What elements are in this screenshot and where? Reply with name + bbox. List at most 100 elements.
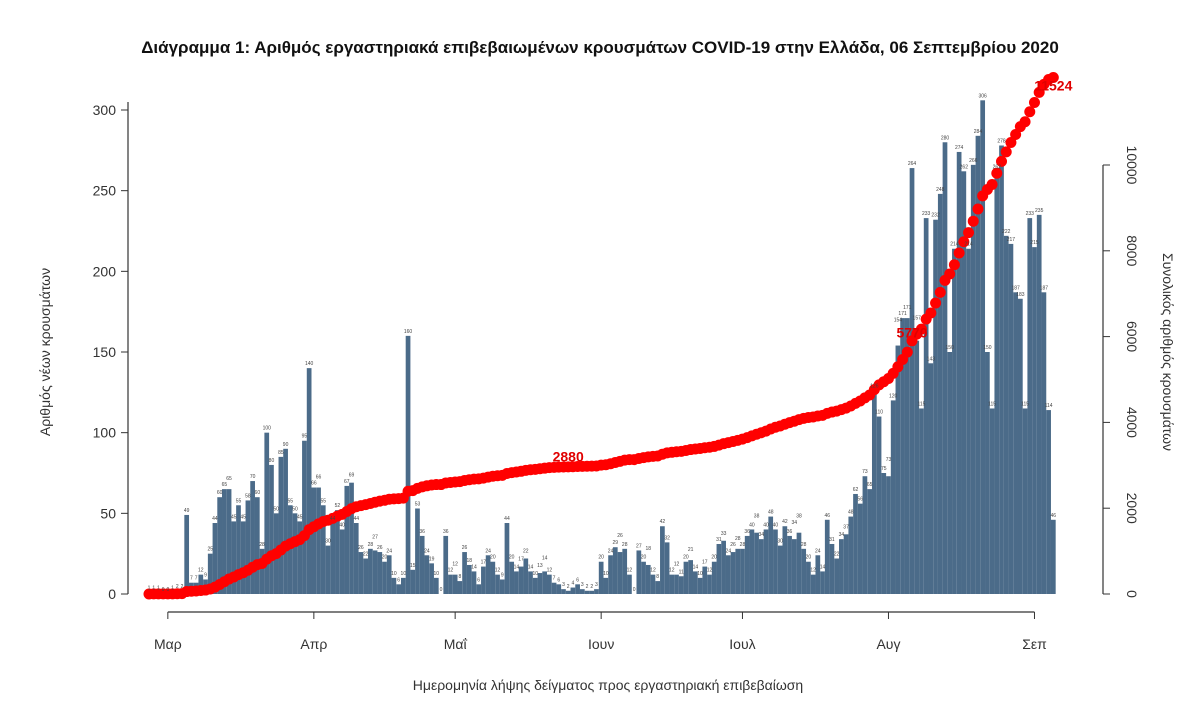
bar	[551, 582, 557, 594]
bar-value-label: 18	[645, 546, 651, 552]
bar-value-label: 115	[917, 401, 925, 407]
bar	[292, 513, 298, 594]
bar	[669, 574, 675, 594]
bar-value-label: 38	[754, 514, 760, 520]
bar-value-label: 235	[1035, 208, 1044, 214]
bar-value-label: 36	[443, 529, 449, 535]
bar	[862, 476, 868, 594]
bar	[565, 590, 571, 594]
bar	[867, 489, 872, 594]
bar	[363, 558, 369, 594]
bar	[419, 535, 425, 594]
bar-value-label: 278	[997, 138, 1006, 144]
bar-value-label: 42	[782, 519, 788, 525]
bar-value-label: 62	[853, 487, 859, 493]
cumulative-point	[996, 155, 1008, 167]
cumulative-point	[930, 297, 942, 309]
bar	[490, 561, 496, 594]
bar	[777, 545, 783, 594]
bar	[240, 521, 246, 594]
bar	[933, 219, 938, 594]
bar-value-label: 28	[740, 542, 746, 548]
bar	[768, 516, 774, 594]
bar	[956, 151, 962, 595]
bar	[622, 548, 628, 594]
bar	[391, 577, 397, 594]
bar	[556, 584, 562, 594]
bar	[297, 521, 303, 594]
bar-value-label: 40	[773, 522, 779, 528]
bar-value-label: 48	[848, 510, 854, 516]
bar-value-label: 85	[278, 450, 284, 456]
bar	[848, 516, 854, 594]
bar	[485, 555, 491, 594]
bar-value-label: 44	[212, 516, 218, 522]
bar-value-label: 22	[363, 552, 369, 558]
bar-value-label: 20	[509, 555, 515, 561]
bar-value-label: 60	[217, 490, 223, 496]
annotations-layer: 2880 5770 11524	[553, 78, 1073, 465]
bar	[683, 561, 689, 594]
bar-value-label: 233	[922, 211, 931, 217]
bar-value-label: 284	[974, 129, 983, 135]
bar	[693, 571, 698, 594]
bar	[405, 335, 411, 594]
bar-value-label: 266	[969, 158, 978, 164]
bar	[452, 574, 458, 594]
bar	[316, 487, 321, 594]
bar-value-label: 80	[269, 458, 275, 464]
bar-value-label: 65	[222, 482, 228, 488]
bar-value-label: 233	[1026, 211, 1035, 217]
bar	[876, 416, 882, 594]
bar	[1013, 292, 1018, 594]
bar-value-label: 11	[679, 569, 684, 575]
bar-value-label: 32	[664, 535, 670, 541]
bar-value-label: 24	[608, 548, 614, 554]
bar	[575, 584, 580, 594]
bar-value-label: 27	[372, 534, 378, 540]
bar-value-label: 115	[988, 401, 996, 407]
bar-value-label: 20	[641, 555, 647, 561]
bar	[207, 553, 213, 594]
bar-value-label: 12	[674, 562, 680, 568]
bar	[645, 564, 651, 594]
bar-value-label: 1	[157, 585, 160, 591]
cumulative-annotation: 11524	[1034, 78, 1072, 94]
bar-value-label: 34	[791, 520, 797, 526]
bar-value-label: 45	[297, 514, 303, 520]
bar-value-label: 66	[311, 481, 317, 487]
bar-value-label: 171	[903, 305, 912, 311]
bar	[254, 497, 260, 594]
bar-value-label: 12	[448, 568, 454, 574]
bar-value-label: 20	[382, 555, 388, 561]
bar-value-label: 0	[633, 587, 636, 593]
cumulative-point	[958, 236, 970, 248]
bar-value-label: 10	[434, 571, 440, 577]
bar	[895, 345, 901, 594]
bar	[561, 589, 566, 594]
bar-value-label: 48	[768, 510, 774, 516]
bar-value-label: 30	[325, 539, 331, 545]
bar	[495, 574, 500, 594]
bar-value-label: 280	[941, 135, 950, 141]
bar-value-label: 171	[898, 311, 907, 317]
bar	[730, 552, 736, 594]
bar	[532, 577, 538, 594]
bar	[801, 548, 807, 594]
bar	[514, 571, 519, 594]
bar-value-label: 8	[656, 574, 659, 580]
bar-value-label: 10	[603, 571, 609, 577]
bar	[975, 135, 981, 594]
bar-value-label: 232	[931, 213, 940, 219]
bar-value-label: 2	[176, 584, 179, 590]
bar	[231, 521, 237, 594]
bar-value-label: 214	[964, 242, 973, 248]
bar-value-label: 10	[532, 571, 538, 577]
bar	[970, 164, 976, 594]
bar	[1046, 410, 1051, 594]
bar	[278, 456, 284, 594]
bar-value-label: 19	[429, 556, 435, 562]
x-axis-label: Ημερομηνία λήψης δείγματος προς εργαστηρ…	[413, 677, 803, 693]
bar-value-label: 18	[466, 558, 472, 564]
